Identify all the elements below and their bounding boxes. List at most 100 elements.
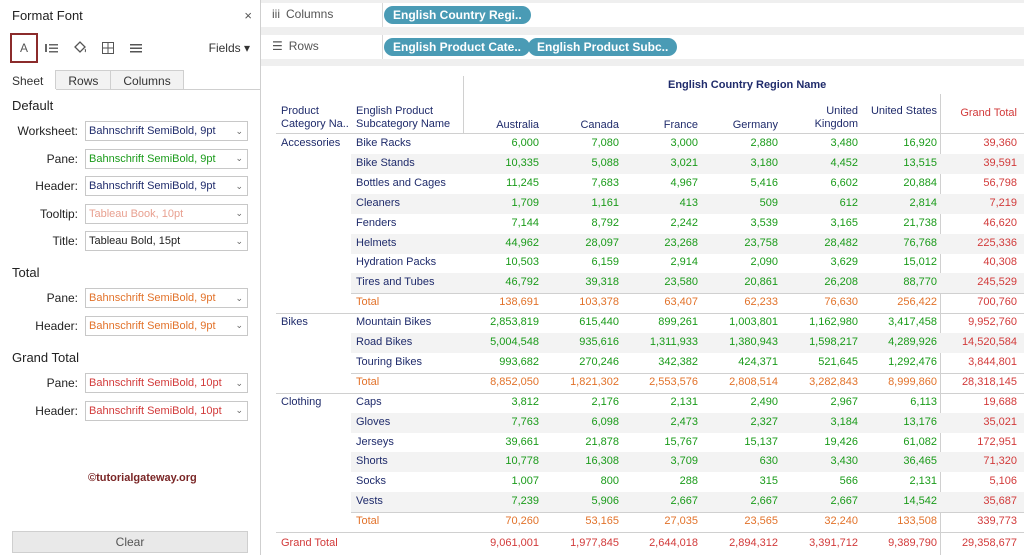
row-category-label: Clothing	[281, 395, 322, 408]
category-bottom-line	[276, 313, 1024, 315]
cell-value: 7,144	[511, 216, 539, 229]
alignment-icon[interactable]	[38, 34, 66, 62]
cell-value: 10,778	[505, 455, 539, 468]
row-band	[351, 273, 1024, 294]
cell-value: 5,088	[591, 156, 619, 169]
chevron-down-icon: ⌄	[235, 125, 243, 136]
font-row-grand-total-0: Pane: Bahnschrift SemiBold, 10pt ⌄	[0, 373, 261, 393]
font-select[interactable]: Bahnschrift SemiBold, 9pt ⌄	[85, 176, 248, 196]
font-select-value: Bahnschrift SemiBold, 9pt	[89, 292, 216, 304]
fields-dropdown[interactable]: Fields ▾	[208, 41, 250, 55]
cell-value: 1,598,217	[809, 336, 858, 348]
lines-icon[interactable]	[122, 34, 150, 62]
cell-value: 6,000	[511, 137, 539, 149]
cell-total: 62,233	[744, 296, 778, 309]
cell-total: 8,999,860	[888, 375, 937, 388]
cell-value: 2,131	[909, 475, 937, 488]
font-select-value: Bahnschrift SemiBold, 9pt	[89, 180, 216, 192]
tab-columns[interactable]: Columns	[110, 70, 184, 89]
cell-value: 36,465	[903, 455, 937, 468]
font-select[interactable]: Bahnschrift SemiBold, 9pt ⌄	[85, 148, 248, 169]
row-category-label: Accessories	[281, 137, 341, 149]
tab-rows[interactable]: Rows	[55, 70, 112, 89]
cell-value: 7,080	[591, 137, 619, 149]
font-select[interactable]: Bahnschrift SemiBold, 10pt ⌄	[85, 400, 248, 421]
font-row-total-1: Header: Bahnschrift SemiBold, 9pt ⌄	[0, 315, 261, 336]
cell-value: 342,382	[658, 355, 698, 368]
cell-value: 5,906	[591, 495, 619, 508]
columns-shelf: iii Columns English Country Regi..	[267, 3, 1024, 27]
close-icon[interactable]: ×	[244, 7, 252, 23]
cell-value: 7,763	[511, 415, 539, 428]
font-select[interactable]: Bahnschrift SemiBold, 9pt ⌄	[85, 288, 248, 308]
cell-value: 2,473	[670, 415, 698, 428]
cell-value: 424,371	[738, 355, 778, 368]
cell-value: 21,878	[585, 435, 619, 448]
row-subcategory-label: Fenders	[356, 216, 397, 229]
total-top-line	[351, 372, 1024, 374]
chevron-down-icon: ⌄	[235, 208, 243, 218]
cell-total-grand: 28,318,145	[961, 375, 1017, 388]
cell-value: 3,812	[511, 395, 539, 408]
row-subcategory-label: Hydration Packs	[356, 256, 437, 269]
header-bottom-line	[276, 133, 1024, 134]
row-subcategory-label: Shorts	[356, 455, 388, 468]
cell-value: 521,645	[818, 355, 858, 368]
cell-value: 899,261	[658, 316, 698, 329]
tab-sheet[interactable]: Sheet	[0, 70, 57, 90]
font-select[interactable]: Tableau Book, 10pt ⌄	[85, 203, 248, 224]
cell-value: 5,416	[750, 176, 778, 189]
cell-total: 103,378	[579, 296, 619, 309]
cell-value: 16,308	[585, 455, 619, 468]
font-row-grand-total-1: Header: Bahnschrift SemiBold, 10pt ⌄	[0, 400, 261, 421]
cell-value: 612	[839, 196, 858, 209]
font-select[interactable]: Bahnschrift SemiBold, 9pt ⌄	[85, 121, 248, 141]
cell-grand-total: 35,021	[983, 415, 1017, 428]
cell-value: 15,137	[744, 435, 778, 448]
cell-value: 2,667	[830, 495, 858, 508]
font-row-label: Pane:	[46, 376, 78, 390]
columns-pill-country[interactable]: English Country Regi..	[384, 6, 531, 24]
font-icon[interactable]: A	[10, 33, 38, 63]
cell-value: 1,007	[511, 475, 539, 488]
cell-value: 993,682	[499, 355, 539, 368]
clear-button[interactable]: Clear	[12, 531, 248, 553]
chevron-down-icon: ⌄	[235, 320, 243, 330]
row-total-label: Total	[356, 515, 380, 528]
column-header-country: United Kingdom	[814, 105, 858, 130]
font-select-value: Bahnschrift SemiBold, 10pt	[89, 377, 222, 389]
grand-total-section-title: Grand Total	[12, 350, 79, 365]
cell-value: 2,814	[909, 196, 937, 209]
cell-value: 6,602	[830, 176, 858, 189]
cell-value: 3,709	[670, 455, 698, 468]
cell-value: 2,242	[670, 216, 698, 229]
row-subcategory-label: Caps	[356, 395, 382, 408]
font-select[interactable]: Bahnschrift SemiBold, 10pt ⌄	[85, 373, 248, 393]
cell-value: 26,208	[824, 276, 858, 289]
columns-drop-zone[interactable]: English Country Regi..	[382, 3, 1024, 27]
cell-value: 44,962	[505, 236, 539, 249]
column-header-grand-total: Grand Total	[960, 107, 1017, 119]
rows-pill-category[interactable]: English Product Cate..	[384, 38, 531, 56]
borders-icon[interactable]	[94, 34, 122, 62]
shading-icon[interactable]	[66, 34, 94, 62]
cell-value: 15,767	[664, 435, 698, 448]
rows-pill-subcategory[interactable]: English Product Subc..	[528, 38, 678, 56]
cell-value: 2,327	[750, 415, 778, 428]
font-row-label: Tooltip:	[39, 206, 78, 221]
rows-drop-zone[interactable]: English Product Cate.. English Product S…	[382, 35, 1024, 59]
font-row-default-0: Worksheet: Bahnschrift SemiBold, 9pt ⌄	[0, 121, 261, 141]
cell-grand-total: 35,687	[983, 495, 1017, 508]
font-select[interactable]: Tableau Bold, 15pt ⌄	[85, 231, 248, 251]
cell-value: 3,480	[830, 137, 858, 149]
cell-value: 315	[759, 475, 778, 488]
font-select[interactable]: Bahnschrift SemiBold, 9pt ⌄	[85, 315, 248, 336]
column-header-country: Germany	[732, 119, 778, 131]
cell-value: 1,292,476	[888, 355, 937, 368]
row-band	[351, 333, 1024, 353]
columns-shelf-label: iii Columns	[272, 7, 334, 21]
row-category-label: Bikes	[281, 316, 308, 329]
cell-grand-total: 39,591	[983, 156, 1017, 169]
cell-value: 1,311,933	[649, 336, 698, 348]
cell-value: 2,967	[830, 395, 858, 408]
